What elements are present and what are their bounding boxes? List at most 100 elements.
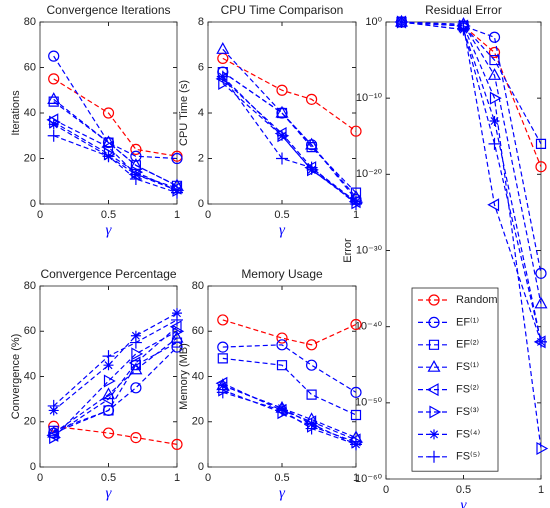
marker xyxy=(488,31,501,43)
series-line xyxy=(53,342,178,432)
marker xyxy=(350,438,362,451)
series-line xyxy=(53,319,178,407)
marker xyxy=(276,339,288,351)
marker xyxy=(275,105,289,118)
y-axis-label: Error xyxy=(342,238,354,263)
marker xyxy=(130,330,141,341)
series-line xyxy=(222,344,357,393)
marker xyxy=(129,336,142,349)
marker xyxy=(48,50,60,62)
legend-marker xyxy=(428,294,440,306)
marker xyxy=(535,161,547,173)
marker xyxy=(171,313,183,326)
chart-title: Convergence Iterations xyxy=(46,3,170,17)
marker xyxy=(305,422,318,435)
marker xyxy=(536,442,549,456)
marker xyxy=(172,308,182,319)
marker xyxy=(276,404,288,417)
x-axis-label: γ xyxy=(461,497,468,508)
y-tick-label: 60 xyxy=(24,61,36,73)
y-axis-label: Iterations xyxy=(10,90,22,136)
marker xyxy=(47,92,61,104)
legend-marker xyxy=(428,339,440,350)
series-line xyxy=(53,98,178,187)
marker xyxy=(217,341,229,353)
x-tick-label: 0 xyxy=(37,209,43,221)
y-tick-label: 60 xyxy=(24,325,36,337)
marker xyxy=(276,332,288,344)
series-line xyxy=(401,21,542,343)
x-tick-label: 1 xyxy=(174,472,180,484)
series-line xyxy=(222,71,357,194)
series-line xyxy=(53,337,178,434)
y-tick-label: 0 xyxy=(30,198,36,210)
y-tick-label: 10⁻¹⁰ xyxy=(356,92,383,104)
marker xyxy=(130,382,142,394)
series-line xyxy=(53,55,178,160)
series-line xyxy=(222,391,357,445)
x-tick-label: 0.5 xyxy=(456,484,471,496)
y-tick-label: 6 xyxy=(198,61,204,73)
x-tick-label: 0.5 xyxy=(274,472,289,484)
marker xyxy=(130,360,141,371)
marker xyxy=(102,350,115,363)
marker xyxy=(534,296,548,309)
x-tick-label: 1 xyxy=(353,209,359,221)
x-tick-label: 0.5 xyxy=(101,209,116,221)
chart-title: Memory Usage xyxy=(241,267,323,281)
legend-label: FS⁽⁴⁾ xyxy=(456,428,480,440)
marker xyxy=(216,386,229,399)
marker xyxy=(48,119,59,130)
y-tick-label: 10⁻⁴⁰ xyxy=(355,321,383,333)
legend-marker xyxy=(428,450,440,463)
legend-marker xyxy=(429,429,439,440)
marker xyxy=(217,314,229,326)
series-line xyxy=(401,21,542,304)
legend-marker xyxy=(428,316,440,328)
marker xyxy=(130,143,142,155)
marker xyxy=(535,138,547,149)
series-line xyxy=(401,21,542,167)
marker xyxy=(130,432,142,444)
series-line xyxy=(222,319,357,346)
marker xyxy=(47,129,60,142)
y-tick-label: 60 xyxy=(192,325,204,337)
series-line xyxy=(53,101,178,187)
legend-marker xyxy=(429,405,442,419)
series-line xyxy=(53,135,178,194)
marker xyxy=(489,91,502,105)
marker xyxy=(457,23,470,36)
legend-label: FS⁽³⁾ xyxy=(456,406,479,418)
y-tick-label: 80 xyxy=(24,280,36,292)
marker xyxy=(216,42,230,54)
series-line xyxy=(53,119,178,189)
marker xyxy=(129,362,143,375)
y-tick-label: 0 xyxy=(198,461,204,473)
marker xyxy=(171,438,183,450)
marker xyxy=(171,152,183,165)
legend-label: FS⁽¹⁾ xyxy=(456,361,479,373)
marker xyxy=(48,73,60,85)
marker xyxy=(489,116,500,127)
x-axis-label: γ xyxy=(106,485,113,501)
x-tick-label: 0.5 xyxy=(274,209,289,221)
y-tick-label: 80 xyxy=(192,280,204,292)
marker xyxy=(487,68,502,80)
marker xyxy=(488,46,501,58)
marker xyxy=(277,130,287,141)
y-tick-label: 20 xyxy=(24,152,36,164)
plot-area xyxy=(207,21,357,205)
x-tick-label: 0 xyxy=(205,472,211,484)
series-line xyxy=(53,425,178,445)
marker xyxy=(350,198,362,210)
x-axis-label: γ xyxy=(106,222,113,238)
y-axis-label: Convergence (%) xyxy=(10,334,22,420)
y-tick-label: 0 xyxy=(30,461,36,473)
y-tick-label: 2 xyxy=(198,152,204,164)
marker xyxy=(218,76,231,90)
y-tick-label: 10⁻⁵⁰ xyxy=(355,397,383,409)
y-tick-label: 4 xyxy=(198,107,204,119)
marker xyxy=(305,161,318,174)
series-line xyxy=(53,78,178,157)
